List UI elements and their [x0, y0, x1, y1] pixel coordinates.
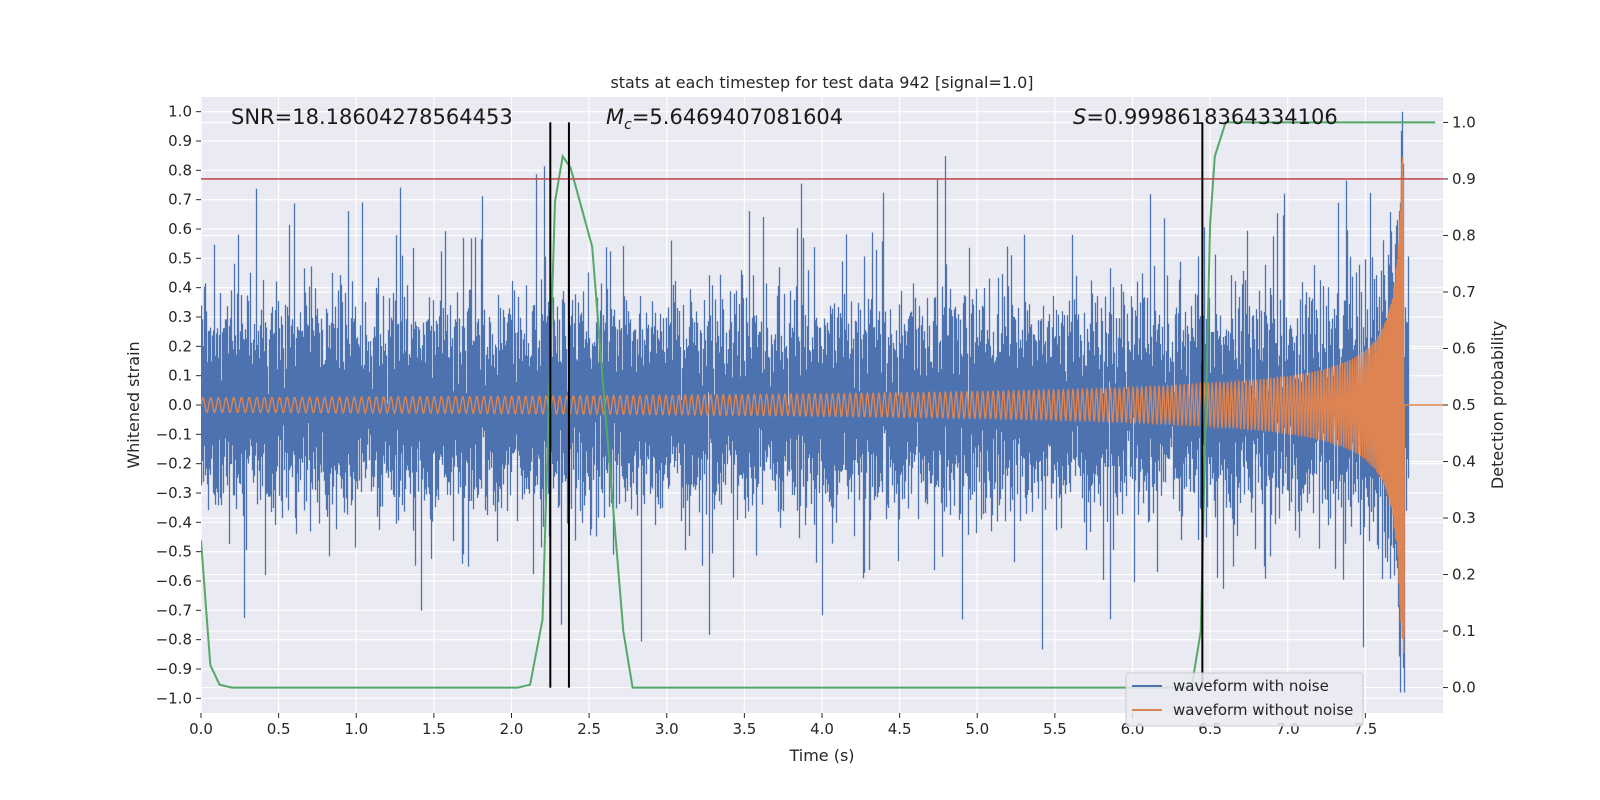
- y-tick-label: 0.2: [168, 337, 192, 355]
- y-tick-label: 0.4: [168, 279, 192, 297]
- x-tick-label: 5.5: [1043, 720, 1067, 738]
- y2-tick-label: 0.6: [1452, 339, 1476, 357]
- legend-label-noise: waveform with noise: [1173, 677, 1329, 695]
- y2-tick-label: 0.1: [1452, 622, 1476, 640]
- x-tick-label: 5.0: [965, 720, 989, 738]
- s-annotation: S=0.9998618364334106: [1073, 105, 1338, 129]
- y-tick-label: −0.9: [156, 660, 192, 678]
- y-tick-label: 0.0: [168, 396, 192, 414]
- chirp-mass-annotation: Mc=5.6469407081604: [606, 105, 843, 133]
- y-tick-label: 0.3: [168, 308, 192, 326]
- y-tick-label: 0.1: [168, 367, 192, 385]
- plot-content: [201, 111, 1443, 693]
- y-axis-label: Whitened strain: [124, 341, 143, 468]
- y-tick-label: −0.2: [156, 455, 192, 473]
- y2-tick-label: 0.0: [1452, 679, 1476, 697]
- y-axis-ticks: 1.0 0.9 0.8 0.7 0.6 0.5 0.4 0.3 0.2 0.1 0.0 −0.1 −0.…: [156, 103, 201, 707]
- probability-trace: [201, 121, 1436, 689]
- clean-waveform-trace: [201, 157, 1443, 654]
- x-tick-label: 2.5: [577, 720, 601, 738]
- y-tick-label: −0.6: [156, 572, 192, 590]
- y2-tick-label: 1.0: [1452, 113, 1476, 131]
- chart-title: stats at each timestep for test data 942…: [610, 73, 1033, 92]
- snr-annotation: SNR=18.18604278564453: [231, 105, 513, 129]
- series-waveform-without-noise: [201, 157, 1443, 654]
- y2-tick-label: 0.3: [1452, 509, 1476, 527]
- x-tick-label: 3.0: [655, 720, 679, 738]
- y2-tick-label: 0.5: [1452, 396, 1476, 414]
- y-tick-label: −0.1: [156, 425, 192, 443]
- y-tick-label: 0.8: [168, 161, 192, 179]
- x-tick-label: 2.0: [500, 720, 524, 738]
- y-tick-label: 0.6: [168, 220, 192, 238]
- y-tick-label: −0.4: [156, 513, 192, 531]
- y-tick-label: 0.5: [168, 249, 192, 267]
- legend: waveform with noise waveform without noi…: [1125, 672, 1364, 727]
- x-axis-label: Time (s): [788, 746, 854, 765]
- x-tick-label: 3.5: [732, 720, 756, 738]
- series-detection-probability: [201, 121, 1436, 689]
- y2-tick-label: 0.7: [1452, 283, 1476, 301]
- x-tick-label: 0.0: [189, 720, 213, 738]
- vertical-markers: [549, 122, 1204, 688]
- y-tick-label: −0.7: [156, 601, 192, 619]
- y2-tick-label: 0.9: [1452, 170, 1476, 188]
- y-tick-label: −0.5: [156, 543, 192, 561]
- x-tick-label: 4.5: [888, 720, 912, 738]
- y2-axis-ticks: 1.0 0.9 0.8 0.7 0.6 0.5 0.4 0.3 0.2 0.1 0.0: [1443, 113, 1476, 697]
- y-tick-label: 0.7: [168, 191, 192, 209]
- chirp-mass-subscript: c: [624, 117, 632, 133]
- y2-tick-label: 0.8: [1452, 226, 1476, 244]
- chirp-mass-symbol: M: [606, 105, 624, 129]
- y2-tick-label: 0.2: [1452, 566, 1476, 584]
- x-tick-label: 1.5: [422, 720, 446, 738]
- y2-axis-label: Detection probability: [1488, 321, 1507, 489]
- s-symbol: S: [1073, 105, 1086, 129]
- y-tick-label: 0.9: [168, 132, 192, 150]
- x-tick-label: 1.0: [344, 720, 368, 738]
- legend-label-clean: waveform without noise: [1173, 701, 1353, 719]
- y-tick-label: 1.0: [168, 103, 192, 121]
- s-value: =0.9998618364334106: [1086, 105, 1337, 129]
- chirp-mass-value: =5.6469407081604: [632, 105, 843, 129]
- x-tick-label: 0.5: [267, 720, 291, 738]
- legend-box: [1125, 672, 1364, 727]
- y-tick-label: −0.8: [156, 631, 192, 649]
- y2-tick-label: 0.4: [1452, 453, 1476, 471]
- y-tick-label: −0.3: [156, 484, 192, 502]
- y-tick-label: −1.0: [156, 689, 192, 707]
- x-tick-label: 4.0: [810, 720, 834, 738]
